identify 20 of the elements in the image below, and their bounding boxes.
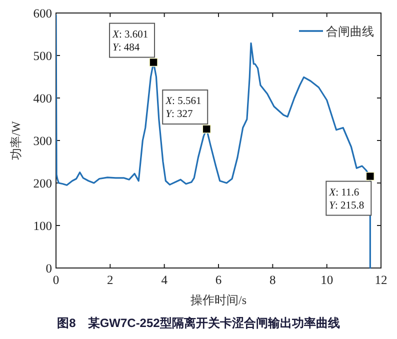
x-tick-label: 2: [107, 273, 114, 287]
annotation: X: 3.601 Y: 484: [112, 29, 148, 54]
y-axis-title: 功率/W: [9, 120, 23, 160]
x-tick-label: 10: [320, 273, 334, 287]
legend-label: 合闸曲线: [326, 24, 374, 38]
x-tick-label: 8: [270, 273, 276, 287]
caption: 图8 某GW7C-252型隔离开关卡涩合闸输出功率曲线: [57, 316, 340, 330]
x-tick-label: 4: [161, 273, 168, 287]
y-tick-label: 0: [46, 262, 52, 276]
y-tick-label: 500: [33, 49, 52, 63]
y-tick-label: 600: [33, 6, 52, 20]
y-tick-label: 200: [33, 176, 52, 190]
annotation: X: 5.561 Y: 327: [164, 96, 202, 120]
y-tick-label: 100: [33, 219, 52, 233]
x-tick-label: 6: [215, 273, 222, 287]
y-tick-label: 400: [33, 92, 52, 106]
y-tick-label: 300: [33, 134, 52, 148]
annotation: X: 11.6 Y: 215.8: [328, 187, 364, 212]
x-axis-title: 操作时间/s: [190, 293, 247, 307]
x-tick-label: 12: [374, 273, 388, 287]
